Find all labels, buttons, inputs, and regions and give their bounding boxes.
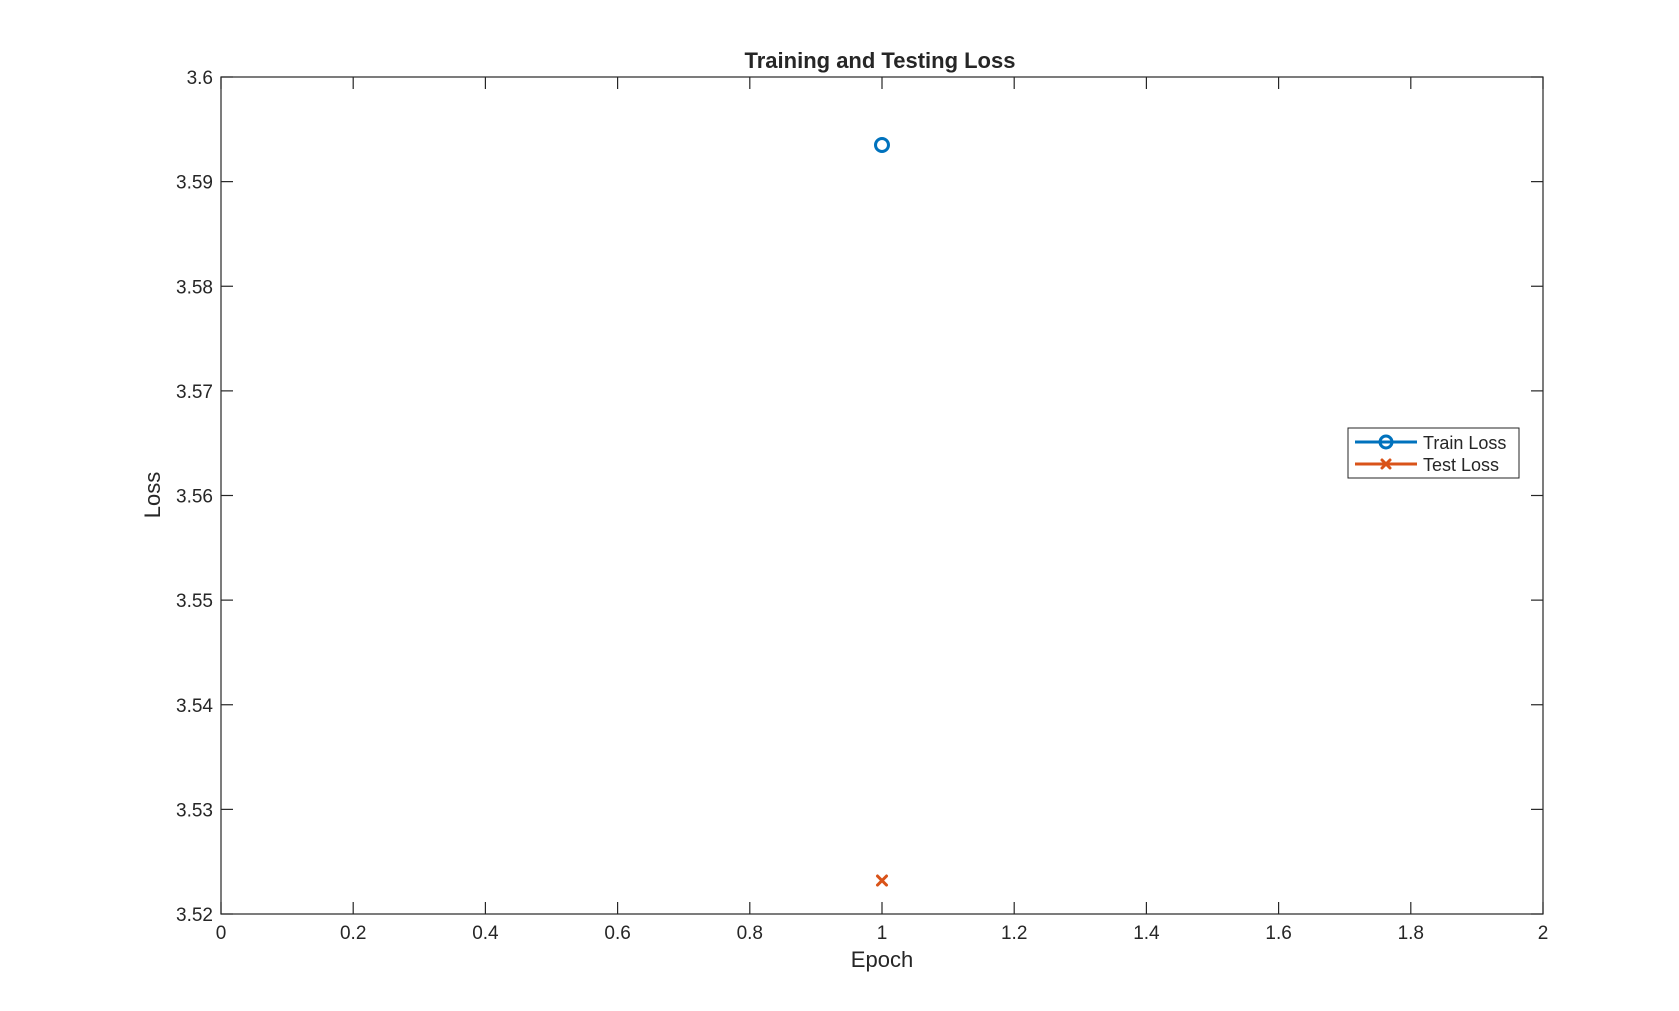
x-tick-label: 0.2: [340, 923, 366, 944]
legend-marker-train: [1378, 434, 1394, 450]
y-tick-label: 3.57: [176, 382, 213, 403]
x-tick-label: 1.4: [1133, 923, 1160, 944]
y-tick-label: 3.6: [187, 68, 213, 89]
x-tick-label: 1: [877, 923, 888, 944]
plot-area: [220, 76, 1544, 915]
y-axis-ticks: 3.52 3.53 3.54 3.55 3.56 3.57 3.58 3.59 3.6: [176, 68, 1543, 926]
x-tick-label: 0.6: [604, 923, 630, 944]
y-tick-label: 3.54: [176, 696, 213, 717]
x-tick-label: 2: [1538, 923, 1549, 944]
y-tick-label: 3.58: [176, 277, 213, 298]
legend-marker-test: [1380, 458, 1392, 470]
x-tick-label: 1.8: [1398, 923, 1424, 944]
series-layer: [874, 137, 890, 887]
x-tick-label: 1.2: [1001, 923, 1027, 944]
y-tick-label: 3.53: [176, 800, 213, 821]
y-tick-label: 3.55: [176, 591, 213, 612]
chart-title: Training and Testing Loss: [745, 48, 1016, 73]
x-tick-label: 0.4: [472, 923, 499, 944]
y-tick-label: 3.59: [176, 173, 213, 194]
x-tick-label: 0.8: [737, 923, 763, 944]
x-axis-ticks: 0 0.2 0.4 0.6 0.8 1 1.2 1.4 1.6 1.8 2: [216, 77, 1549, 944]
x-tick-label: 0: [216, 923, 227, 944]
legend-box: [1347, 427, 1520, 479]
y-tick-label: 3.56: [176, 487, 213, 508]
legend: Train Loss Test Loss: [1347, 427, 1520, 479]
x-tick-label: 1.6: [1265, 923, 1291, 944]
y-tick-label: 3.52: [176, 905, 213, 926]
legend-label-train: Train Loss: [1423, 433, 1506, 453]
legend-label-test: Test Loss: [1423, 455, 1499, 475]
test-loss-point: [876, 874, 888, 887]
train-loss-point: [874, 137, 890, 154]
x-axis-label: Epoch: [851, 947, 913, 972]
y-axis-label: Loss: [140, 472, 165, 518]
